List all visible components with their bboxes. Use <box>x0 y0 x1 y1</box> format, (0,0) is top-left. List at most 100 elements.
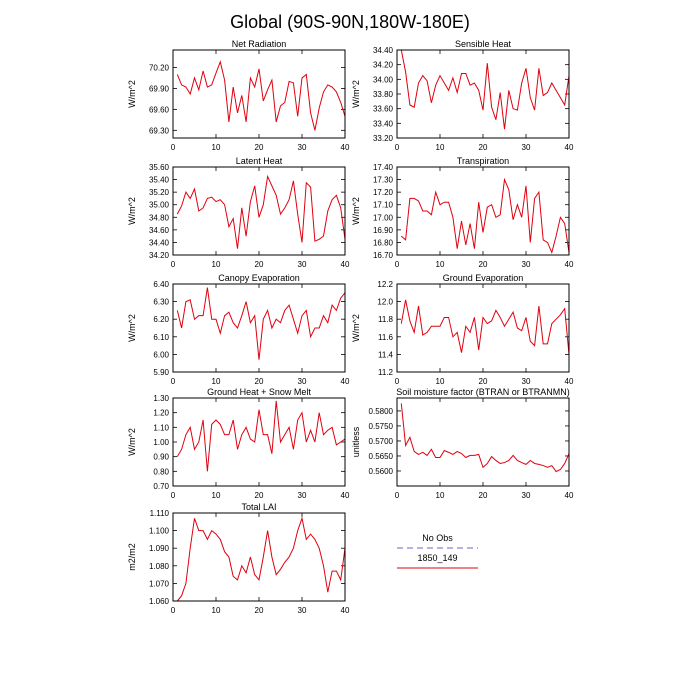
y-tick-label: 69.30 <box>149 126 170 135</box>
y-axis-label: W/m^2 <box>351 80 361 108</box>
panel-title: Total LAI <box>241 502 276 512</box>
x-tick-label: 20 <box>479 491 488 500</box>
plot-frame <box>172 166 346 256</box>
x-tick-label: 30 <box>522 143 531 152</box>
y-tick-label: 1.080 <box>149 562 170 571</box>
y-tick-label: 69.60 <box>149 105 170 114</box>
x-tick-label: 30 <box>298 260 307 269</box>
x-tick-label: 30 <box>522 260 531 269</box>
x-tick-label: 20 <box>255 377 264 386</box>
y-tick-label: 33.80 <box>373 90 394 99</box>
panel-title: Net Radiation <box>232 39 287 49</box>
y-tick-label: 1.00 <box>153 438 169 447</box>
data-line <box>400 403 570 473</box>
y-tick-label: 6.00 <box>153 350 169 359</box>
x-tick-label: 20 <box>255 260 264 269</box>
x-tick-label: 40 <box>565 377 574 386</box>
x-tick-label: 40 <box>341 143 350 152</box>
y-tick-label: 5.90 <box>153 368 169 377</box>
y-tick-label: 70.20 <box>149 63 170 72</box>
y-tick-label: 11.6 <box>378 333 394 342</box>
x-tick-label: 0 <box>395 491 400 500</box>
x-tick-label: 0 <box>171 377 176 386</box>
panel-title: Ground Evaporation <box>443 273 524 283</box>
x-tick-label: 10 <box>436 377 445 386</box>
y-tick-label: 6.30 <box>153 298 169 307</box>
plot-frame <box>172 512 346 602</box>
data-line <box>400 49 570 130</box>
data-line <box>176 516 346 602</box>
x-tick-label: 30 <box>298 377 307 386</box>
y-tick-label: 34.60 <box>149 226 170 235</box>
y-tick-label: 6.20 <box>153 315 169 324</box>
y-tick-label: 16.90 <box>373 226 394 235</box>
legend-label: 1850_149 <box>417 553 457 563</box>
y-tick-label: 35.20 <box>149 188 170 197</box>
y-axis-label: m2/m2 <box>127 543 137 571</box>
y-tick-label: 34.80 <box>149 213 170 222</box>
y-tick-label: 34.20 <box>373 61 394 70</box>
x-tick-label: 0 <box>395 377 400 386</box>
figure-title: Global (90S-90N,180W-180E) <box>230 12 470 32</box>
x-tick-label: 40 <box>565 491 574 500</box>
y-tick-label: 0.5600 <box>369 467 394 476</box>
x-tick-label: 10 <box>212 260 221 269</box>
y-tick-label: 0.5750 <box>369 422 394 431</box>
x-tick-label: 10 <box>436 260 445 269</box>
y-tick-label: 0.5800 <box>369 407 394 416</box>
data-line <box>400 177 570 255</box>
y-tick-label: 1.060 <box>149 597 170 606</box>
data-line <box>176 60 346 131</box>
y-axis-label: W/m^2 <box>127 197 137 225</box>
data-line <box>176 174 346 249</box>
x-tick-label: 20 <box>255 606 264 615</box>
plot-frame <box>396 397 570 487</box>
y-tick-label: 35.40 <box>149 176 170 185</box>
y-tick-label: 35.00 <box>149 201 170 210</box>
y-tick-label: 33.40 <box>373 119 394 128</box>
x-tick-label: 30 <box>522 491 531 500</box>
panel-title: Latent Heat <box>236 156 283 166</box>
data-line <box>176 400 346 472</box>
x-tick-label: 40 <box>341 491 350 500</box>
y-tick-label: 1.10 <box>153 423 169 432</box>
y-tick-label: 0.5650 <box>369 452 394 461</box>
y-axis-label: W/m^2 <box>351 314 361 342</box>
y-tick-label: 35.60 <box>149 163 170 172</box>
data-line <box>176 287 346 360</box>
y-tick-label: 34.40 <box>149 238 170 247</box>
x-tick-label: 10 <box>436 143 445 152</box>
y-tick-label: 34.00 <box>373 75 394 84</box>
x-tick-label: 30 <box>298 491 307 500</box>
y-tick-label: 1.110 <box>150 509 170 518</box>
y-tick-label: 1.30 <box>153 394 169 403</box>
x-tick-label: 20 <box>479 377 488 386</box>
y-tick-label: 1.100 <box>149 527 170 536</box>
plot-frame <box>172 397 346 487</box>
x-tick-label: 10 <box>212 143 221 152</box>
x-tick-label: 10 <box>436 491 445 500</box>
y-tick-label: 11.4 <box>378 350 394 359</box>
y-tick-label: 0.5700 <box>369 437 394 446</box>
y-tick-label: 1.20 <box>153 409 169 418</box>
x-tick-label: 30 <box>298 143 307 152</box>
x-tick-label: 30 <box>298 606 307 615</box>
x-tick-label: 10 <box>212 606 221 615</box>
panel-title: Canopy Evaporation <box>218 273 300 283</box>
y-tick-label: 16.80 <box>373 238 394 247</box>
y-tick-label: 12.2 <box>377 280 393 289</box>
x-tick-label: 0 <box>171 491 176 500</box>
x-tick-label: 0 <box>395 143 400 152</box>
x-tick-label: 40 <box>565 143 574 152</box>
plot-frame <box>396 49 570 139</box>
y-tick-label: 34.20 <box>149 251 170 260</box>
y-tick-label: 0.90 <box>153 453 169 462</box>
x-tick-label: 40 <box>341 260 350 269</box>
x-tick-label: 20 <box>255 143 264 152</box>
plot-frame <box>172 49 346 139</box>
y-tick-label: 1.070 <box>149 579 170 588</box>
x-tick-label: 40 <box>565 260 574 269</box>
x-tick-label: 0 <box>171 260 176 269</box>
x-tick-label: 0 <box>171 606 176 615</box>
